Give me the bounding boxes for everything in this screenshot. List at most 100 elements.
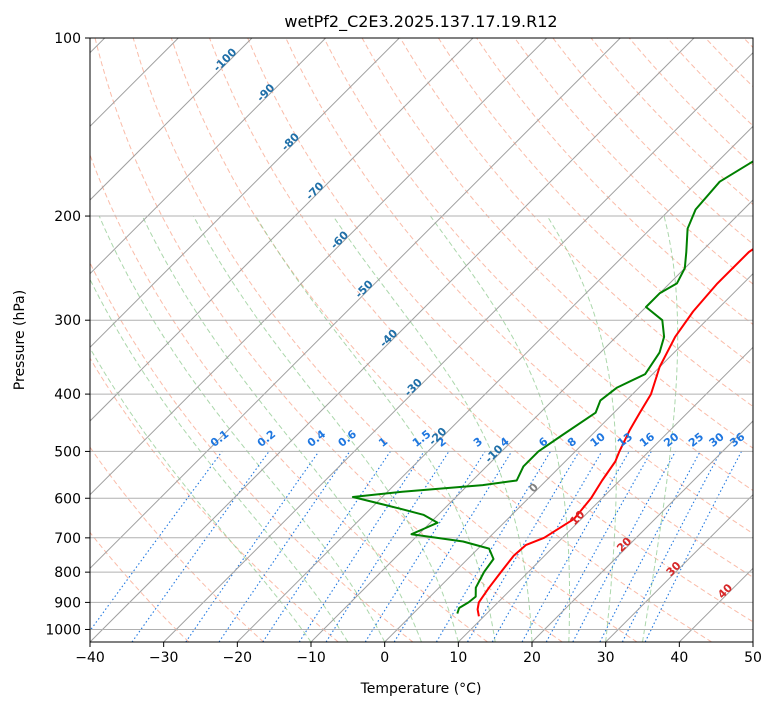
chart-title: wetPf2_C2E3.2025.137.17.19.R12 <box>284 12 557 32</box>
mixing-ratio-label: 36 <box>727 430 747 450</box>
x-tick-label: −10 <box>296 650 326 666</box>
dry-adiabat <box>94 38 563 642</box>
dry-adiabat <box>132 38 638 642</box>
line-labels: 0.1 0.2 0.4 0.6 1 1.5 2 3 4 6 8 10 13 16 20 25 30 36-100-… <box>208 45 748 601</box>
mixing-ratio-line <box>644 451 742 642</box>
isotherm-label: -90 <box>254 81 277 104</box>
isotherm <box>678 567 753 642</box>
isotherm-label: -60 <box>328 228 351 251</box>
moist-adiabat <box>192 215 459 642</box>
dry-adiabat <box>247 38 753 578</box>
isotherm-label: -70 <box>303 179 326 202</box>
dry-adiabat <box>209 38 753 623</box>
dry-adiabat <box>590 38 753 206</box>
y-tick-label: 400 <box>54 387 81 403</box>
isotherm <box>90 38 474 422</box>
y-tick-label: 200 <box>54 209 81 225</box>
y-tick-label: 100 <box>54 31 81 47</box>
dry-adiabat <box>705 38 753 88</box>
y-tick-label: 500 <box>54 444 81 460</box>
isotherm <box>384 272 753 642</box>
dry-adiabat <box>90 261 414 642</box>
temperature-profile <box>476 248 753 617</box>
mixing-ratio-label: 1 <box>376 435 390 450</box>
dry-adiabat <box>170 38 712 642</box>
mixing-ratio-label: 13 <box>615 430 635 450</box>
moist-adiabat <box>98 215 386 642</box>
plot-frame <box>89 37 754 643</box>
x-tick-label: 0 <box>380 650 389 666</box>
mixing-ratio-line <box>185 451 320 642</box>
dry-adiabat <box>399 38 753 408</box>
mixing-ratio-label: 3 <box>471 435 485 450</box>
isotherm <box>531 420 753 642</box>
isotherm <box>90 38 253 201</box>
isotherm <box>457 346 753 642</box>
dry-adiabat <box>743 38 753 49</box>
isotherm <box>90 38 548 496</box>
mixing-ratio-line <box>621 451 722 642</box>
y-tick-label: 600 <box>54 491 81 507</box>
isotherm-label: -30 <box>402 376 425 399</box>
mixing-ratio-line <box>218 451 351 642</box>
dry-adiabat <box>514 38 753 285</box>
x-tick-label: −20 <box>223 650 253 666</box>
profile-lines <box>351 160 753 617</box>
x-tick-label: 20 <box>523 650 541 666</box>
dry-adiabat <box>90 531 190 642</box>
moist-adiabat <box>546 215 617 642</box>
y-tick-label: 300 <box>54 313 81 329</box>
mixing-ratio-label: 8 <box>565 435 579 450</box>
dry-adiabat <box>323 38 753 492</box>
isotherm-label: -50 <box>353 277 376 300</box>
isotherm-label: 40 <box>715 581 735 601</box>
isotherm-label: -40 <box>377 326 400 349</box>
mixing-ratio-label: 0.6 <box>336 427 360 449</box>
isotherm <box>90 38 400 349</box>
x-tick-label: 30 <box>597 650 615 666</box>
x-axis: −40 −30 −20 −10 0 10 20 30 40 50 <box>75 642 762 666</box>
isotherm-label: -80 <box>279 130 302 153</box>
mixing-ratio-line <box>545 451 652 642</box>
mixing-ratio-label: 16 <box>637 430 657 450</box>
mixing-ratio-line <box>393 451 513 642</box>
mixing-ratio-line <box>262 451 391 642</box>
mixing-ratio-label: 0.2 <box>255 428 278 450</box>
x-tick-label: 50 <box>744 650 762 666</box>
isotherm <box>310 199 753 642</box>
y-tick-label: 1000 <box>45 622 81 638</box>
moist-adiabat <box>141 215 422 642</box>
moist-adiabat <box>90 347 312 642</box>
mixing-ratio-label: 0.4 <box>305 427 329 449</box>
y-axis: 100 200 300 400 500 600 700 800 900 1000 <box>45 31 90 638</box>
isotherm <box>605 493 753 642</box>
y-tick-label: 800 <box>54 565 81 581</box>
isotherm <box>90 38 621 570</box>
dry-adiabat <box>90 446 264 642</box>
moist-adiabat <box>642 215 679 642</box>
y-axis-label: Pressure (hPa) <box>12 290 28 390</box>
isotherm <box>236 125 753 642</box>
y-tick-label: 700 <box>54 531 81 547</box>
x-tick-label: 10 <box>449 650 467 666</box>
mixing-ratio-line <box>521 451 630 642</box>
x-axis-label: Temperature (°C) <box>360 681 482 697</box>
mixing-ratio-line <box>90 451 223 632</box>
isotherm <box>90 38 695 642</box>
isotherm-label: 10 <box>567 508 587 528</box>
mixing-ratio-line <box>298 451 425 642</box>
x-tick-label: −40 <box>75 650 105 666</box>
mixing-ratio-line <box>572 451 676 642</box>
mixing-ratio-line <box>435 451 552 642</box>
mixing-ratio-label: 30 <box>707 430 727 450</box>
dry-adiabat <box>90 357 339 642</box>
dry-adiabat <box>667 38 753 127</box>
isotherm <box>163 51 753 642</box>
isotherm <box>90 38 327 275</box>
dry-adiabat <box>90 153 488 642</box>
x-tick-label: 40 <box>670 650 688 666</box>
mixing-ratio-label: 10 <box>588 430 608 450</box>
y-tick-label: 900 <box>54 595 81 611</box>
isotherm-label: -100 <box>211 45 240 74</box>
mixing-ratio-label: 20 <box>661 430 681 450</box>
